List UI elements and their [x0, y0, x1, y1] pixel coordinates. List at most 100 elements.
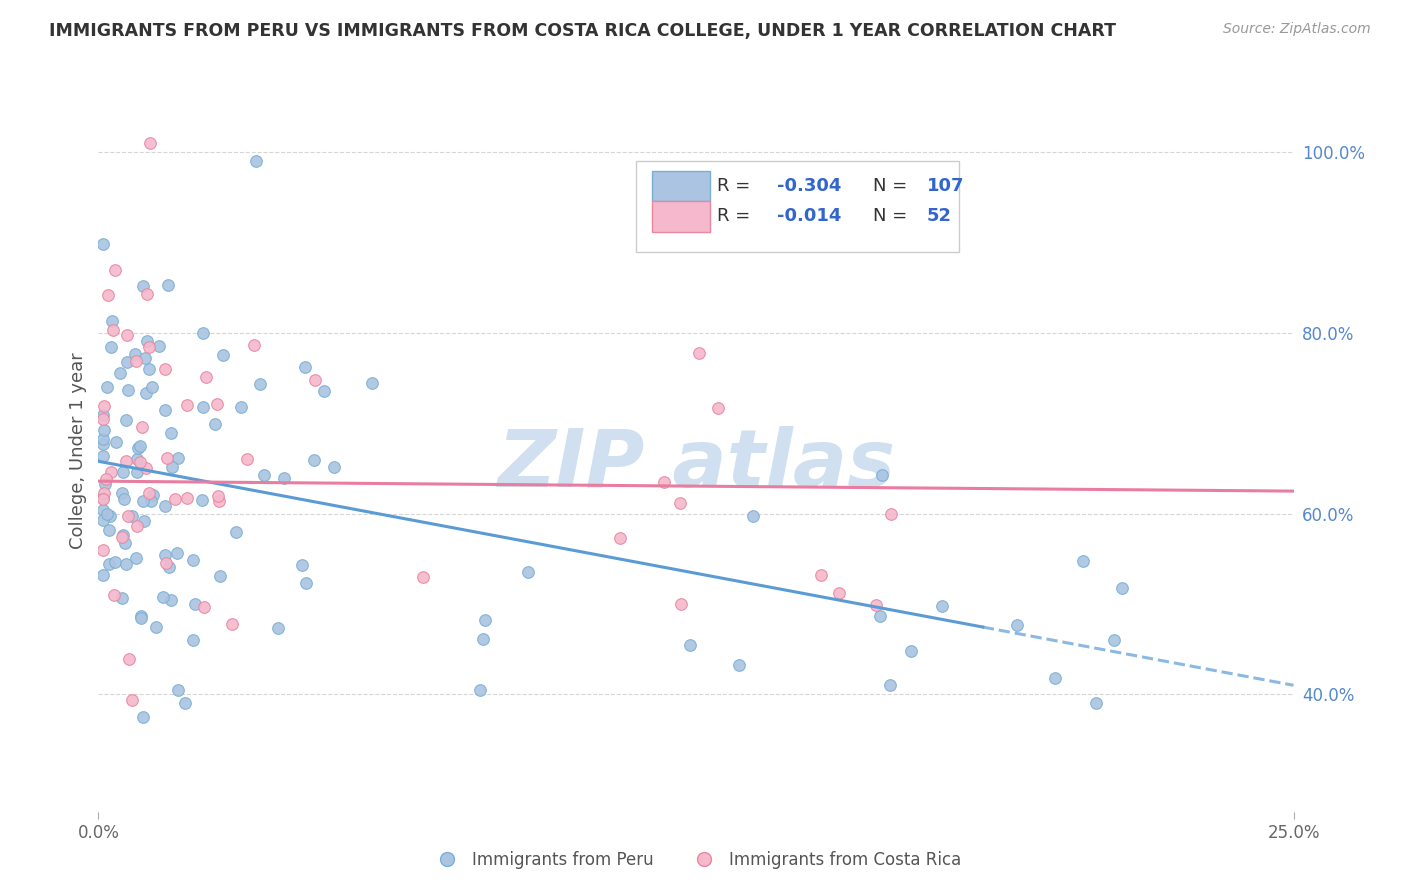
Point — [157, 559, 180, 574]
Point — [167, 451, 190, 466]
Point — [105, 435, 128, 450]
Point — [160, 459, 183, 474]
Point — [96, 379, 118, 393]
Point — [1071, 554, 1094, 568]
Text: N =: N = — [873, 207, 912, 226]
Point — [741, 508, 763, 523]
Point — [91, 491, 114, 506]
Point — [1104, 632, 1126, 647]
Point — [181, 552, 204, 566]
Point — [127, 452, 149, 467]
Point — [1085, 696, 1108, 710]
Point — [145, 620, 167, 634]
Point — [93, 543, 115, 558]
Point — [152, 590, 174, 604]
Point — [111, 530, 134, 544]
Point — [121, 693, 143, 707]
Point — [111, 486, 134, 500]
Point — [191, 400, 214, 414]
Point — [249, 376, 271, 391]
Point — [472, 632, 495, 647]
FancyBboxPatch shape — [652, 202, 710, 232]
Point — [115, 413, 138, 427]
Point — [124, 347, 146, 361]
Point — [155, 556, 177, 570]
Point — [91, 411, 114, 425]
Point — [125, 465, 148, 479]
Point — [205, 397, 228, 411]
Point — [117, 508, 139, 523]
Point — [131, 608, 153, 623]
Point — [104, 263, 127, 277]
Point — [135, 385, 157, 400]
Point — [727, 658, 749, 673]
Point — [191, 492, 214, 507]
Point — [163, 492, 186, 507]
Point — [160, 425, 183, 440]
Point — [312, 384, 335, 399]
Point — [138, 486, 160, 500]
Point — [153, 403, 176, 417]
Point — [195, 370, 218, 384]
Point — [253, 468, 276, 483]
Point — [155, 450, 177, 465]
Text: IMMIGRANTS FROM PERU VS IMMIGRANTS FROM COSTA RICA COLLEGE, UNDER 1 YEAR CORRELA: IMMIGRANTS FROM PERU VS IMMIGRANTS FROM … — [49, 22, 1116, 40]
Point — [93, 486, 115, 500]
Point — [865, 598, 887, 612]
Point — [125, 353, 148, 368]
Point — [96, 472, 118, 486]
Point — [669, 598, 692, 612]
Point — [221, 616, 243, 631]
Point — [166, 546, 188, 560]
Point — [125, 551, 148, 566]
Point — [97, 288, 120, 302]
Point — [112, 527, 135, 541]
Point — [129, 611, 152, 625]
Point — [176, 491, 198, 505]
Point — [91, 491, 114, 506]
Point — [302, 452, 325, 467]
Point — [131, 420, 153, 434]
Point — [470, 682, 492, 697]
FancyBboxPatch shape — [652, 171, 710, 202]
Point — [91, 433, 114, 447]
Point — [880, 508, 903, 522]
Point — [679, 638, 702, 652]
Point — [879, 678, 901, 692]
Point — [212, 348, 235, 362]
Text: R =: R = — [717, 177, 756, 195]
Point — [474, 613, 496, 627]
Point — [810, 567, 832, 582]
Point — [1005, 618, 1028, 632]
Point — [225, 525, 247, 540]
Text: ZIP atlas: ZIP atlas — [496, 425, 896, 504]
Point — [176, 399, 198, 413]
Point — [706, 401, 728, 415]
Point — [609, 531, 631, 545]
Point — [103, 588, 125, 602]
Point — [160, 593, 183, 607]
Point — [652, 475, 675, 489]
Point — [104, 555, 127, 569]
Text: -0.304: -0.304 — [778, 177, 842, 195]
Point — [153, 548, 176, 562]
Point — [870, 468, 893, 483]
Point — [236, 452, 259, 467]
Point — [141, 380, 163, 394]
Point — [97, 557, 120, 571]
Point — [100, 509, 122, 524]
Point — [273, 471, 295, 485]
Point — [93, 477, 115, 491]
Point — [193, 326, 215, 341]
Point — [245, 153, 267, 168]
Point — [323, 460, 346, 475]
Point — [91, 408, 114, 422]
Point — [132, 514, 155, 528]
Point — [129, 455, 152, 469]
Point — [207, 489, 229, 503]
Point — [91, 236, 114, 251]
Point — [129, 439, 152, 453]
FancyBboxPatch shape — [637, 161, 959, 252]
Point — [208, 494, 231, 508]
Point — [93, 423, 115, 437]
